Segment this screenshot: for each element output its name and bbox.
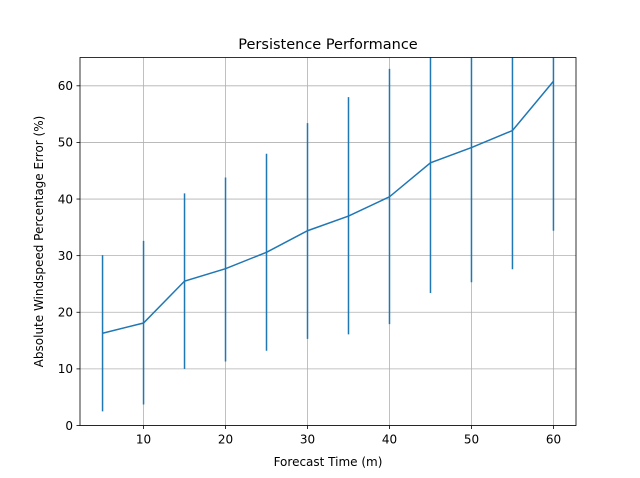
series-line — [102, 80, 555, 334]
plot-frame — [79, 57, 577, 426]
y-tick-label: 0 — [65, 419, 73, 433]
x-tick-label: 30 — [300, 433, 315, 447]
grid-lines — [80, 57, 576, 426]
x-axis-ticks: 10 20 30 40 50 60 — [136, 425, 561, 447]
y-tick-label: 30 — [58, 249, 73, 263]
x-tick-label: 20 — [218, 433, 233, 447]
x-tick-label: 10 — [136, 433, 151, 447]
y-tick-label: 40 — [58, 192, 73, 206]
y-tick-label: 10 — [58, 362, 73, 376]
y-tick-label: 60 — [58, 79, 73, 93]
y-axis-ticks: 0 10 20 30 40 50 60 — [58, 79, 80, 433]
x-tick-label: 60 — [546, 433, 561, 447]
x-axis-label: Forecast Time (m) — [274, 455, 383, 469]
y-tick-label: 50 — [58, 136, 73, 150]
error-bars — [101, 57, 555, 412]
x-tick-label: 50 — [464, 433, 479, 447]
x-tick-label: 40 — [382, 433, 397, 447]
y-tick-label: 20 — [58, 306, 73, 320]
chart-title: Persistence Performance — [238, 37, 418, 53]
y-axis-label: Absolute Windspeed Percentage Error (%) — [32, 116, 46, 368]
